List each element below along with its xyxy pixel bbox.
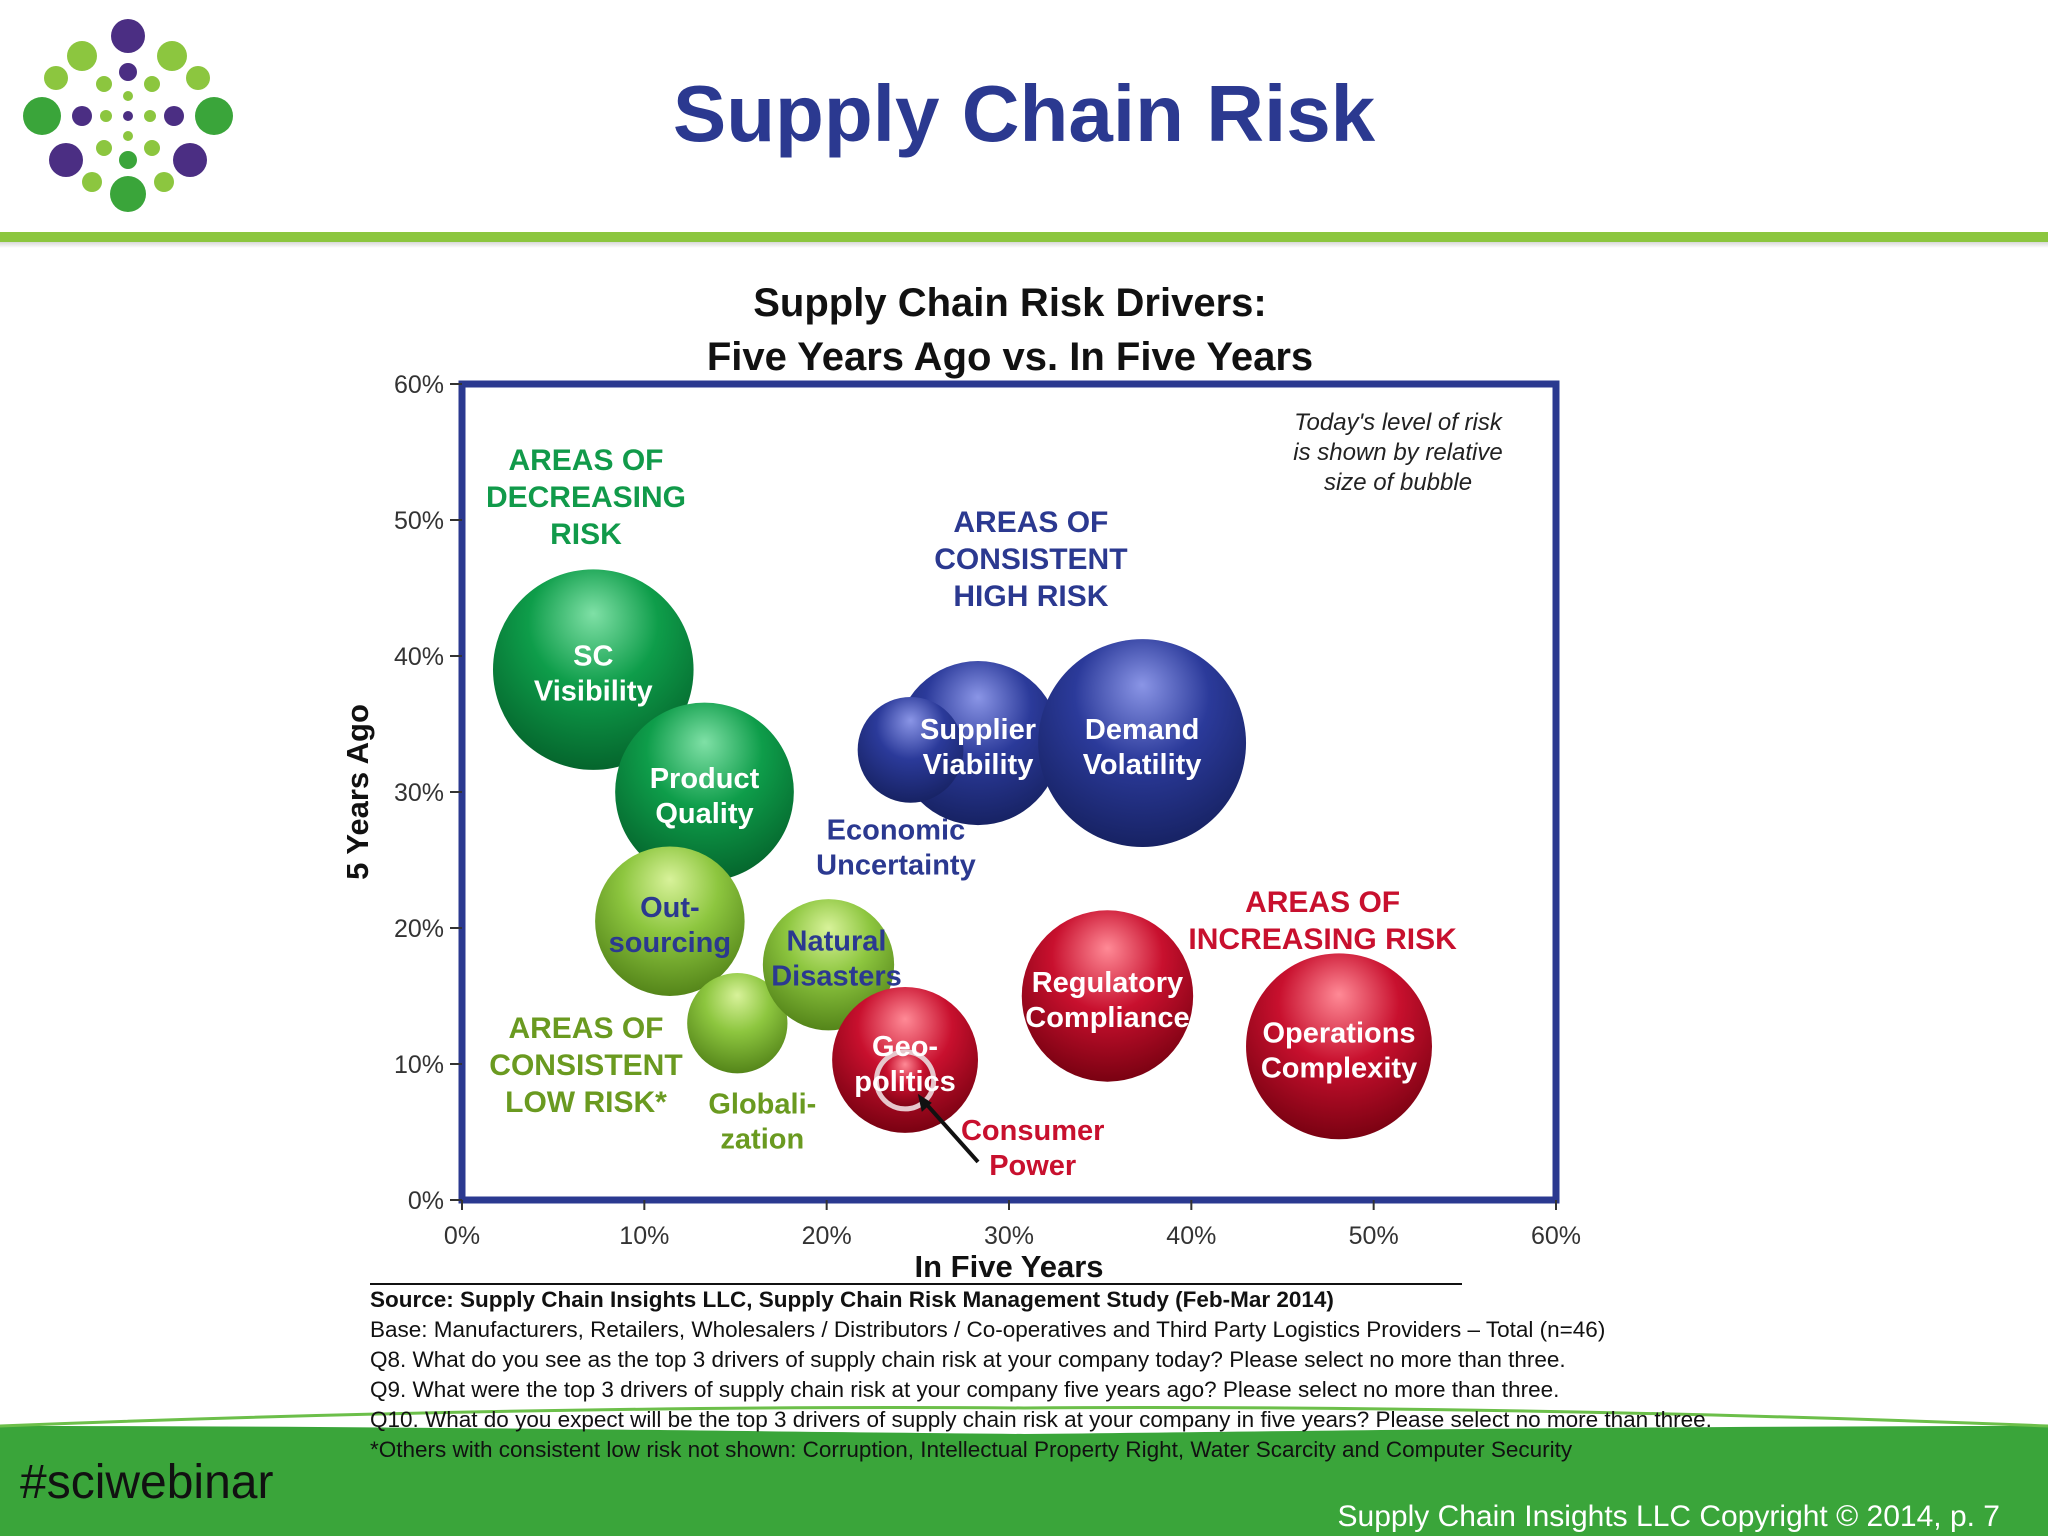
x-tick-label: 10%: [619, 1222, 669, 1250]
question-q8: Q8. What do you see as the top 3 drivers…: [370, 1347, 1566, 1372]
footnote: *Others with consistent low risk not sho…: [370, 1437, 1573, 1462]
consumer-power-arrowhead: [917, 1093, 932, 1112]
x-axis-label: In Five Years: [915, 1249, 1104, 1284]
bubble-sc-visibility: [492, 569, 694, 770]
region-label-increasing: INCREASING RISK: [1188, 923, 1457, 956]
region-label-increasing: AREAS OF: [1245, 886, 1400, 919]
bubble-operations-complexity: [1246, 953, 1433, 1140]
bubble-label: Supplier: [920, 714, 1036, 746]
region-label-decreasing: AREAS OF: [508, 444, 663, 477]
base-line: Base: Manufacturers, Retailers, Wholesal…: [370, 1317, 1606, 1342]
bubble-label: Regulatory: [1032, 967, 1183, 999]
bubble-label: Globali-: [708, 1088, 816, 1120]
x-tick-label: 0%: [444, 1222, 480, 1250]
y-tick-label: 30%: [394, 779, 444, 807]
bubble-regulatory-compliance: [1021, 910, 1194, 1082]
bubble-label: Economic: [827, 815, 966, 847]
footer-band: [0, 1406, 2048, 1536]
bubble-label: Natural: [787, 926, 887, 958]
copyright: Supply Chain Insights LLC Copyright © 20…: [1337, 1500, 2001, 1533]
source-divider: [370, 1283, 1462, 1285]
bubble-label: Volatility: [1083, 749, 1202, 781]
bubble-label: Operations: [1262, 1017, 1415, 1049]
question-q9: Q9. What were the top 3 drivers of suppl…: [370, 1377, 1560, 1402]
chart-title: Supply Chain Risk Drivers: Five Years Ag…: [560, 276, 1460, 384]
size-note: Today's level of risk: [1294, 409, 1504, 436]
y-tick-label: 60%: [394, 371, 444, 399]
bubble-label: Complexity: [1261, 1052, 1417, 1084]
y-tick-label: 20%: [394, 915, 444, 943]
slide-header: Supply Chain Risk: [0, 0, 2048, 232]
bubble-label: Demand: [1085, 714, 1199, 746]
bubble-label: Quality: [655, 798, 753, 830]
region-label-low: LOW RISK*: [505, 1086, 667, 1119]
region-label-high: CONSISTENT: [934, 543, 1127, 576]
bubble-out-sourcing: [595, 846, 745, 996]
hashtag: #sciwebinar: [20, 1456, 274, 1509]
company-logo-icon: [23, 19, 233, 212]
x-tick-label: 20%: [802, 1222, 852, 1250]
slide-title: Supply Chain Risk: [672, 69, 1376, 158]
size-note: is shown by relative: [1293, 439, 1502, 466]
region-label-low: AREAS OF: [508, 1012, 663, 1045]
y-tick-label: 0%: [408, 1187, 444, 1215]
bubble-label: Uncertainty: [816, 850, 976, 882]
chart-title-line-1: Supply Chain Risk Drivers:: [753, 281, 1267, 325]
question-q10: Q10. What do you expect will be the top …: [370, 1407, 1712, 1432]
bubble-globali-zation: [687, 973, 788, 1074]
bubble-label: Visibility: [534, 676, 653, 708]
bubble-label: Geo-: [872, 1031, 938, 1063]
region-label-high: AREAS OF: [953, 506, 1108, 539]
bubble-label: Out-: [640, 892, 700, 924]
x-tick-label: 30%: [984, 1222, 1034, 1250]
bubble-label: Consumer: [961, 1115, 1104, 1147]
bubble-label: Product: [650, 763, 760, 795]
x-tick-label: 40%: [1166, 1222, 1216, 1250]
bubble-consumer-power: [873, 1049, 937, 1112]
bubble-label: sourcing: [609, 927, 731, 959]
y-tick-label: 40%: [394, 643, 444, 671]
bubble-demand-volatility: [1038, 639, 1247, 847]
bubble-label: Viability: [923, 749, 1034, 781]
region-label-low: CONSISTENT: [489, 1049, 682, 1082]
bubble-label: Disasters: [771, 961, 902, 993]
region-label-decreasing: DECREASING: [486, 481, 686, 514]
header-divider: [0, 232, 2048, 242]
y-tick-label: 50%: [394, 507, 444, 535]
header-shadow: [0, 242, 2048, 248]
bubble-product-quality: [615, 702, 794, 882]
bubble-label: Power: [989, 1150, 1076, 1182]
bubble-natural-disasters: [762, 899, 895, 1031]
region-label-decreasing: RISK: [550, 518, 622, 551]
size-note: size of bubble: [1324, 469, 1472, 496]
bubble-label: zation: [720, 1123, 804, 1155]
x-tick-label: 50%: [1349, 1222, 1399, 1250]
bubble-economic-uncertainty: [857, 696, 964, 803]
consumer-power-arrow: [921, 1099, 980, 1164]
x-tick-label: 60%: [1531, 1222, 1581, 1250]
bubble-label: Compliance: [1025, 1002, 1189, 1034]
bubble-label: politics: [854, 1066, 956, 1098]
bubble-label: SC: [573, 641, 613, 673]
source-notes: Source: Supply Chain Insights LLC, Suppl…: [370, 1285, 1930, 1465]
region-label-high: HIGH RISK: [953, 580, 1108, 613]
y-axis-label: 5 Years Ago: [340, 704, 375, 880]
chart-title-line-2: Five Years Ago vs. In Five Years: [706, 335, 1314, 379]
source-line: Source: Supply Chain Insights LLC, Suppl…: [370, 1287, 1334, 1312]
y-tick-label: 10%: [394, 1051, 444, 1079]
